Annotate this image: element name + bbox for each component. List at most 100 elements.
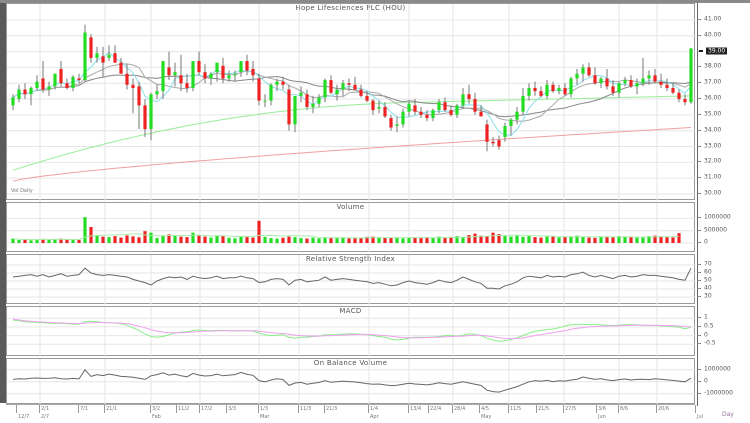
price-axis-tick — [697, 129, 701, 131]
date-label: 13/4 — [410, 406, 422, 412]
volume-axis: 1000000 500000 0 — [697, 202, 750, 252]
candle — [515, 106, 519, 125]
volume-bar — [383, 237, 387, 243]
volume-bar — [281, 237, 285, 243]
volume-bar — [605, 237, 609, 243]
candle — [413, 99, 417, 115]
volume-bar — [359, 237, 363, 243]
volume-bar — [587, 237, 591, 243]
obv-line — [12, 368, 692, 393]
date-label: 4/5 — [481, 406, 490, 412]
date-label: 21/5 — [538, 406, 550, 412]
candle — [173, 62, 177, 87]
price-axis-label: 37.00 — [704, 78, 722, 86]
date-label: 28/4 — [454, 406, 466, 412]
candle — [647, 70, 651, 85]
volume-bar — [635, 237, 639, 243]
date-tick — [695, 405, 696, 413]
price-axis-tick — [697, 113, 701, 115]
candle — [485, 119, 489, 152]
volume-bar — [545, 236, 549, 243]
date-tick — [176, 405, 177, 413]
candle — [401, 108, 405, 128]
date-tick — [39, 405, 40, 413]
month-label: Mar — [260, 414, 270, 420]
volume-bar — [485, 236, 489, 243]
candle — [455, 103, 459, 119]
candle — [629, 75, 633, 88]
volume-bar — [503, 236, 507, 243]
volume-axis-tick — [697, 242, 701, 243]
rsi-axis-label: 40 — [704, 284, 712, 292]
volume-bar — [671, 237, 675, 243]
candle — [353, 76, 357, 90]
volume-bar — [341, 237, 345, 243]
volume-bar — [125, 235, 129, 243]
candle — [497, 135, 501, 150]
volume-bar — [377, 237, 381, 243]
macd-lines — [7, 307, 696, 357]
candle — [389, 114, 393, 131]
volume-bar — [143, 231, 147, 243]
candle — [71, 75, 75, 92]
candle — [251, 61, 255, 82]
candle — [431, 108, 435, 122]
candle — [563, 83, 567, 96]
macd-axis-tick — [697, 325, 701, 327]
volume-bar — [287, 236, 291, 243]
volume-bar — [53, 239, 57, 243]
volume-bar — [419, 238, 423, 243]
volume-bar — [293, 237, 297, 243]
price-axis-tick — [697, 177, 701, 179]
volume-bar — [209, 237, 213, 243]
date-label: 3/6 — [598, 406, 607, 412]
price-axis-tick — [697, 66, 701, 68]
macd-axis-label: -0.5 — [704, 339, 716, 347]
obv-axis-tick — [697, 392, 701, 394]
volume-bar — [233, 238, 237, 243]
volume-axis-label: 500000 — [704, 226, 727, 234]
volume-bar — [83, 217, 87, 243]
month-label: Jun — [598, 414, 606, 420]
rsi-axis-label: 50 — [704, 276, 712, 284]
candle — [167, 51, 171, 81]
volume-bar — [17, 240, 21, 243]
candle — [653, 68, 657, 84]
macd-axis-tick — [697, 343, 701, 345]
price-axis-line — [697, 3, 698, 406]
date-label: 1/4 — [370, 406, 379, 412]
macd-axis-tick — [697, 317, 701, 319]
candle — [581, 64, 585, 82]
volume-bar — [113, 236, 117, 243]
date-label: 17/2 — [201, 406, 213, 412]
volume-bar — [317, 238, 321, 243]
volume-bar — [395, 237, 399, 243]
candle — [605, 68, 609, 90]
volume-bar — [185, 237, 189, 243]
candle — [671, 83, 675, 95]
candle — [527, 83, 531, 101]
interval-label[interactable]: Day — [722, 411, 734, 418]
price-axis-tick — [697, 145, 701, 147]
date-label: 21/1 — [106, 406, 118, 412]
macd-axis-tick — [697, 334, 701, 336]
volume-bar — [239, 236, 243, 243]
candle — [107, 45, 111, 62]
price-axis-label: 35.00 — [704, 110, 722, 118]
volume-bar — [41, 238, 45, 243]
volume-bar — [677, 233, 681, 243]
volume-bar — [581, 236, 585, 243]
price-axis-label: 40.00 — [704, 31, 722, 39]
month-label: 2/7 — [41, 414, 50, 420]
volume-bar — [665, 237, 669, 243]
left-scroll-bar[interactable] — [0, 3, 6, 403]
candle — [347, 78, 351, 92]
candle — [677, 89, 681, 103]
volume-bar — [137, 237, 141, 243]
candle — [473, 92, 477, 115]
candle — [239, 61, 243, 77]
obv-axis-label: 0 — [704, 377, 708, 385]
candle — [29, 86, 33, 106]
candle — [359, 84, 363, 98]
candle — [479, 105, 483, 117]
